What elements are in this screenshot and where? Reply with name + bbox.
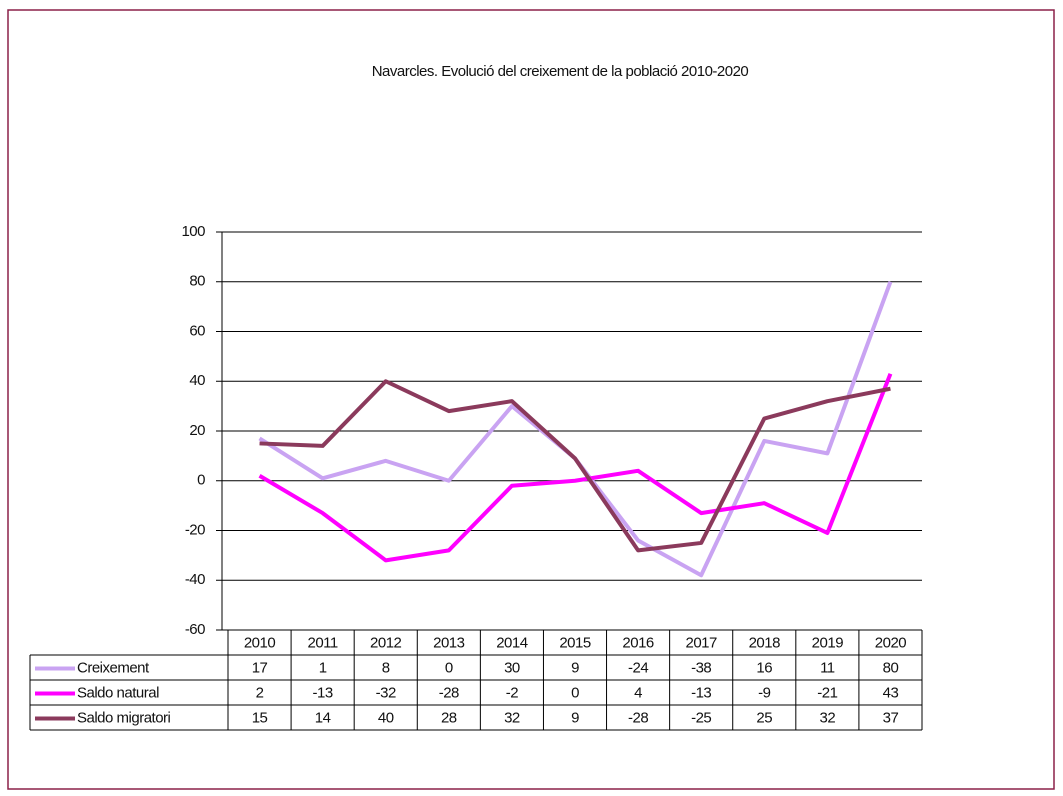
y-tick-label: -40 — [185, 571, 205, 588]
x-tick-label: 2016 — [622, 634, 654, 651]
table-value: -28 — [628, 709, 648, 726]
table-value: -21 — [817, 684, 837, 701]
table-value: 4 — [634, 684, 642, 701]
y-tick-label: -20 — [185, 521, 205, 538]
table-value: 25 — [756, 709, 772, 726]
table-value: 30 — [504, 659, 520, 676]
table-value: -2 — [506, 684, 518, 701]
table-value: -32 — [376, 684, 396, 701]
table-value: -38 — [691, 659, 711, 676]
table-value: 17 — [252, 659, 268, 676]
table-value: 9 — [571, 709, 579, 726]
x-tick-label: 2020 — [875, 634, 907, 651]
x-tick-label: 2010 — [244, 634, 276, 651]
table-value: -25 — [691, 709, 711, 726]
table-value: 28 — [441, 709, 457, 726]
legend-label: Creixement — [77, 659, 150, 676]
table-value: 37 — [883, 709, 899, 726]
table-value: 8 — [382, 659, 390, 676]
y-tick-label: 40 — [189, 372, 205, 389]
y-tick-label: -60 — [185, 621, 205, 638]
table-value: -13 — [691, 684, 711, 701]
table-value: 14 — [315, 709, 331, 726]
chart-title: Navarcles. Evolució del creixement de la… — [372, 63, 749, 80]
x-tick-label: 2014 — [496, 634, 528, 651]
table-value: -28 — [439, 684, 459, 701]
table-value: 32 — [504, 709, 520, 726]
legend-label: Saldo natural — [77, 684, 159, 701]
x-tick-label: 2017 — [685, 634, 717, 651]
x-tick-label: 2013 — [433, 634, 465, 651]
x-tick-label: 2018 — [749, 634, 781, 651]
y-tick-label: 20 — [189, 422, 205, 439]
table-value: 80 — [883, 659, 899, 676]
series-line — [258, 373, 893, 563]
x-tick-label: 2015 — [559, 634, 591, 651]
y-tick-label: 80 — [189, 273, 205, 290]
table-value: 16 — [756, 659, 772, 676]
table-value: 0 — [571, 684, 579, 701]
table-value: 11 — [820, 659, 835, 676]
table-value: 1 — [319, 659, 327, 676]
x-tick-label: 2012 — [370, 634, 402, 651]
table-value: 15 — [252, 709, 268, 726]
legend-label: Saldo migratori — [77, 709, 171, 726]
table-value: 43 — [883, 684, 899, 701]
table-value: 32 — [820, 709, 836, 726]
y-tick-label: 0 — [197, 472, 205, 489]
x-tick-label: 2019 — [812, 634, 844, 651]
series-line — [259, 379, 891, 553]
x-tick-label: 2011 — [308, 634, 338, 651]
y-tick-label: 100 — [181, 223, 205, 240]
y-tick-label: 60 — [189, 322, 205, 339]
table-value: 0 — [445, 659, 453, 676]
table-value: 40 — [378, 709, 394, 726]
table-value: -13 — [313, 684, 333, 701]
table-value: 9 — [571, 659, 579, 676]
table-value: -24 — [628, 659, 648, 676]
table-value: 2 — [256, 684, 264, 701]
table-value: -9 — [758, 684, 770, 701]
